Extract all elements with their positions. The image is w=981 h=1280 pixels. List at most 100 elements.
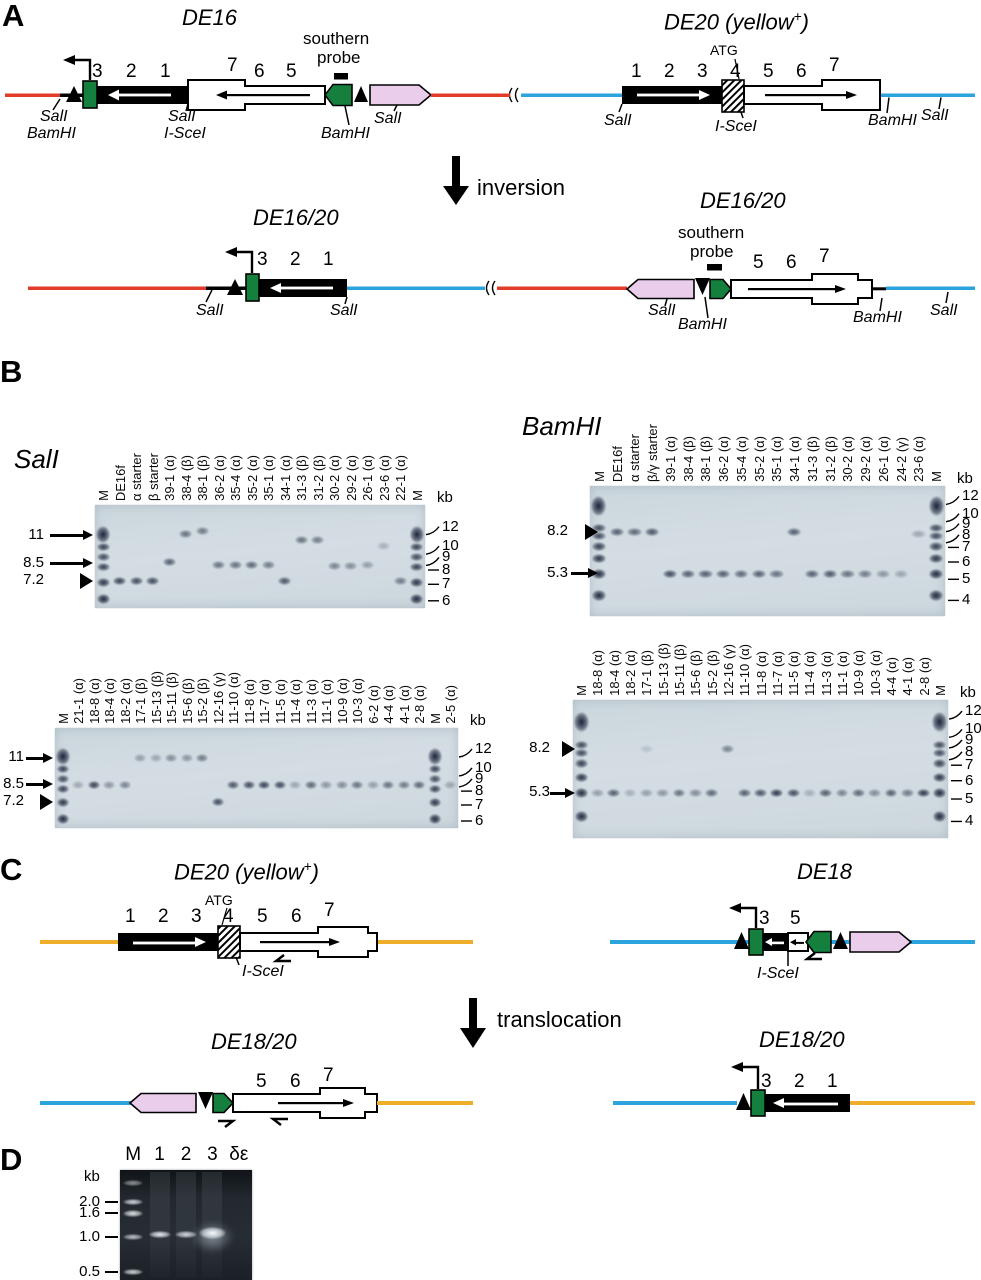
gel-lane-label: 3 (207, 1144, 218, 1165)
gel-kb-tick-label: 0.5 (79, 1263, 100, 1280)
ladder-band (427, 747, 442, 765)
gene-arrowhead (270, 283, 281, 293)
size-marker-arrowhead (588, 568, 598, 579)
blot-band (360, 560, 374, 569)
kb-tick-leader (425, 526, 440, 536)
gel-ladder-band (123, 1269, 144, 1276)
pcr-gel (120, 1170, 252, 1280)
de1620-right-construct (548, 264, 975, 319)
lane-label-text: 39-1 (α) (162, 455, 178, 501)
exon-number: 4 (730, 61, 741, 82)
lane-label-text: 34-1 (α) (787, 436, 803, 482)
tick-leaders (948, 710, 963, 823)
de18-title: DE18 (797, 859, 853, 884)
green-box (748, 928, 764, 956)
lane-label-text: 31-3 (β) (294, 455, 310, 501)
gene-arrowhead (108, 89, 119, 101)
restriction-site-label: BamHI (321, 125, 370, 142)
blot-band (162, 558, 176, 567)
kb-unit-label: kb (84, 1168, 100, 1185)
lane-label-text: 11-3 (α) (818, 651, 834, 696)
lane-label-text: 36-2 (α) (716, 436, 732, 482)
exon-number: 7 (323, 1065, 334, 1086)
kb-tick-label: 9 (962, 514, 971, 532)
lane-label: 6-2 (α) (365, 618, 381, 724)
bam-top-blot-film (590, 486, 945, 616)
lane-label-text: α starter (129, 453, 145, 501)
lane-label: 24-2 (γ) (893, 376, 909, 482)
site-leader (886, 97, 890, 114)
lane-label: 11-5 (α) (272, 618, 288, 724)
lane-label-text: M (55, 713, 71, 724)
lane-label: 15-6 (β) (179, 618, 195, 724)
blot-band (851, 789, 865, 798)
blot-band (273, 780, 286, 789)
ladder-band (428, 814, 441, 825)
lane-label-text: β/γ starter (645, 423, 661, 482)
site-leader (344, 105, 350, 126)
size-marker-arrow-shaft (550, 791, 566, 795)
exon-number: 5 (763, 61, 774, 82)
lane-label-text: 11-5 (α) (786, 651, 802, 696)
kb-tick-label: 8 (475, 782, 484, 800)
blot-band (444, 780, 457, 789)
lane-label-text: 15-13 (β) (148, 671, 164, 724)
size-marker-arrow-shaft (26, 756, 44, 760)
lane-label-text: 4-4 (α) (381, 685, 397, 724)
ladder-band (933, 772, 947, 782)
lane-label-text: 15-11 (β) (671, 643, 687, 696)
ladder-band (574, 759, 588, 769)
de20-construct (480, 58, 975, 119)
lane-label-text: 26-1 (α) (875, 436, 891, 482)
dna-line-blue (40, 1101, 134, 1105)
black-triangle-marker (833, 932, 848, 949)
gene-arrowhead (846, 91, 857, 99)
lane-label-text: 17-1 (β) (639, 650, 655, 696)
de1820-left-construct (40, 1087, 473, 1128)
black-triangle-marker (227, 279, 243, 295)
de20c-title: DE20 (yellow+) (174, 859, 319, 885)
lane-label: 11-1 (α) (834, 590, 850, 696)
lane-label-text: 39-1 (α) (662, 436, 678, 482)
blot-band (261, 560, 275, 569)
ladder-band (928, 496, 944, 517)
blot-band (227, 780, 240, 789)
lane-label: 35-2 (α) (244, 395, 260, 501)
gene-arrow-shaft (795, 941, 804, 944)
lane-label-text: 4-1 (α) (396, 685, 412, 724)
lane-label-text: 11-1 (α) (319, 679, 335, 724)
size-marker-arrow-shaft (26, 783, 44, 787)
lane-label: 31-3 (β) (804, 376, 820, 482)
blot-band (87, 780, 100, 789)
lane-label: 18-2 (α) (622, 590, 638, 696)
lane-label: 4-4 (α) (380, 618, 396, 724)
exon-number: 6 (291, 906, 302, 927)
ladder-band (428, 764, 441, 773)
lane-label-text: β starter (145, 453, 161, 501)
lane-label-text: DE16f (609, 445, 625, 482)
size-marker-label: 5.3 (547, 563, 568, 581)
lane-label: M (928, 376, 944, 482)
lane-label-text: 10-9 (α) (851, 650, 867, 696)
exon-number: 1 (125, 906, 136, 927)
green-pentagon (323, 83, 353, 107)
size-marker-arrow-shaft (50, 562, 84, 566)
blot-band (751, 569, 766, 578)
kb-tick-label: 9 (475, 769, 484, 787)
inversion-label: inversion (477, 175, 566, 200)
ladder-band (591, 568, 606, 579)
kb-tick-label: 4 (962, 591, 971, 609)
blot-band (840, 569, 855, 578)
lane-label: 17-1 (β) (132, 618, 148, 724)
exon-number: 7 (227, 55, 238, 76)
exon-number: 7 (829, 55, 840, 76)
kb-unit-label: kb (957, 470, 973, 487)
size-marker-label: 5.3 (529, 783, 550, 801)
ladder-band (428, 798, 441, 808)
gel-kb-tick (105, 1212, 118, 1215)
dna-line-black (206, 286, 250, 290)
lane-label: 21-1 (α) (70, 618, 86, 724)
kb-unit-label: kb (960, 684, 976, 701)
blot-band (335, 780, 348, 789)
exon-number: 3 (191, 906, 202, 927)
